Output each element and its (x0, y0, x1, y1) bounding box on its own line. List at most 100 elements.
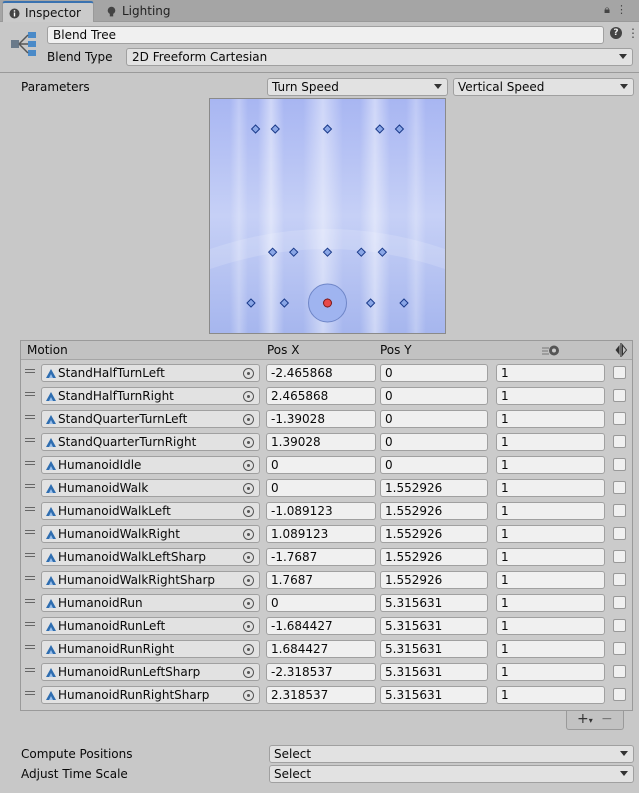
pos-y-field[interactable]: 5.315631 (380, 617, 488, 635)
tab-inspector[interactable]: Inspector (2, 1, 94, 22)
blend-point[interactable] (377, 247, 388, 257)
mirror-checkbox[interactable] (613, 412, 626, 425)
add-motion-button[interactable]: +▾ (577, 711, 593, 727)
speed-field[interactable]: 1 (496, 617, 605, 635)
blend-graph[interactable] (209, 98, 446, 334)
speed-field[interactable]: 1 (496, 525, 605, 543)
blend-point[interactable] (399, 298, 409, 308)
remove-motion-button[interactable]: − (601, 711, 613, 727)
object-picker-icon[interactable] (243, 621, 254, 632)
speed-field[interactable]: 1 (496, 410, 605, 428)
object-picker-icon[interactable] (243, 460, 254, 471)
pos-y-field[interactable]: 5.315631 (380, 686, 488, 704)
drag-handle-icon[interactable] (25, 392, 35, 396)
pos-y-field[interactable]: 1.552926 (380, 548, 488, 566)
pos-x-field[interactable]: -1.684427 (266, 617, 376, 635)
blend-point[interactable] (356, 247, 366, 257)
drag-handle-icon[interactable] (25, 461, 35, 465)
pos-y-field[interactable]: 0 (380, 410, 488, 428)
motion-object-field[interactable]: StandQuarterTurnLeft (41, 410, 260, 428)
pos-y-field[interactable]: 0 (380, 387, 488, 405)
motion-object-field[interactable]: HumanoidRunLeftSharp (41, 663, 260, 681)
object-picker-icon[interactable] (243, 667, 254, 678)
pos-x-field[interactable]: 2.465868 (266, 387, 376, 405)
pos-x-field[interactable]: -2.465868 (266, 364, 376, 382)
object-picker-icon[interactable] (243, 368, 254, 379)
pos-x-field[interactable]: 0 (266, 479, 376, 497)
motion-object-field[interactable]: StandQuarterTurnRight (41, 433, 260, 451)
drag-handle-icon[interactable] (25, 438, 35, 442)
speed-field[interactable]: 1 (496, 640, 605, 658)
pos-x-field[interactable]: -1.7687 (266, 548, 376, 566)
blend-point[interactable] (289, 247, 299, 257)
current-parameter-point[interactable] (323, 298, 332, 308)
speed-field[interactable]: 1 (496, 594, 605, 612)
motion-object-field[interactable]: HumanoidWalkRightSharp (41, 571, 260, 589)
pos-y-field[interactable]: 1.552926 (380, 502, 488, 520)
motion-object-field[interactable]: StandHalfTurnLeft (41, 364, 260, 382)
drag-handle-icon[interactable] (25, 622, 35, 626)
drag-handle-icon[interactable] (25, 645, 35, 649)
motion-object-field[interactable]: HumanoidRunRightSharp (41, 686, 260, 704)
blend-point[interactable] (246, 298, 256, 308)
object-picker-icon[interactable] (243, 391, 254, 402)
pos-x-field[interactable]: -2.318537 (266, 663, 376, 681)
mirror-checkbox[interactable] (613, 642, 626, 655)
compute-positions-dropdown[interactable]: Select (269, 745, 634, 763)
pos-y-field[interactable]: 0 (380, 433, 488, 451)
motion-object-field[interactable]: HumanoidRunRight (41, 640, 260, 658)
blend-point[interactable] (250, 124, 261, 134)
blend-tree-name-field[interactable]: Blend Tree (47, 26, 604, 44)
tab-lighting[interactable]: Lighting (100, 1, 179, 22)
mirror-checkbox[interactable] (613, 550, 626, 563)
pos-x-field[interactable]: 0 (266, 456, 376, 474)
pos-y-field[interactable]: 5.315631 (380, 663, 488, 681)
drag-handle-icon[interactable] (25, 369, 35, 373)
speed-field[interactable]: 1 (496, 548, 605, 566)
pos-x-field[interactable]: -1.089123 (266, 502, 376, 520)
speed-field[interactable]: 1 (496, 433, 605, 451)
motion-object-field[interactable]: HumanoidWalkLeftSharp (41, 548, 260, 566)
pos-x-field[interactable]: 2.318537 (266, 686, 376, 704)
mirror-checkbox[interactable] (613, 435, 626, 448)
object-picker-icon[interactable] (243, 483, 254, 494)
pos-y-field[interactable]: 0 (380, 364, 488, 382)
pos-x-field[interactable]: 1.7687 (266, 571, 376, 589)
blend-type-dropdown[interactable]: 2D Freeform Cartesian (126, 48, 633, 66)
drag-handle-icon[interactable] (25, 553, 35, 557)
mirror-checkbox[interactable] (613, 504, 626, 517)
mirror-checkbox[interactable] (613, 481, 626, 494)
adjust-time-scale-dropdown[interactable]: Select (269, 765, 634, 783)
pos-y-field[interactable]: 1.552926 (380, 571, 488, 589)
blend-point[interactable] (365, 298, 376, 308)
y-parameter-dropdown[interactable]: Vertical Speed (453, 78, 634, 96)
mirror-checkbox[interactable] (613, 619, 626, 632)
speed-field[interactable]: 1 (496, 364, 605, 382)
drag-handle-icon[interactable] (25, 599, 35, 603)
drag-handle-icon[interactable] (25, 530, 35, 534)
motion-object-field[interactable]: HumanoidWalkRight (41, 525, 260, 543)
pos-y-field[interactable]: 1.552926 (380, 525, 488, 543)
pos-x-field[interactable]: 1.684427 (266, 640, 376, 658)
drag-handle-icon[interactable] (25, 507, 35, 511)
pos-y-field[interactable]: 1.552926 (380, 479, 488, 497)
mirror-checkbox[interactable] (613, 527, 626, 540)
object-picker-icon[interactable] (243, 575, 254, 586)
motion-object-field[interactable]: StandHalfTurnRight (41, 387, 260, 405)
blend-point[interactable] (375, 124, 385, 134)
lock-icon[interactable]: 🔒︎ (604, 3, 616, 16)
speed-field[interactable]: 1 (496, 686, 605, 704)
object-picker-icon[interactable] (243, 552, 254, 563)
mirror-checkbox[interactable] (613, 596, 626, 609)
speed-field[interactable]: 1 (496, 502, 605, 520)
object-picker-icon[interactable] (243, 598, 254, 609)
mirror-checkbox[interactable] (613, 688, 626, 701)
blend-point[interactable] (394, 124, 405, 134)
speed-field[interactable]: 1 (496, 479, 605, 497)
pos-y-field[interactable]: 0 (380, 456, 488, 474)
mirror-checkbox[interactable] (613, 366, 626, 379)
motion-object-field[interactable]: HumanoidIdle (41, 456, 260, 474)
blend-point[interactable] (270, 124, 280, 134)
pos-x-field[interactable]: 1.089123 (266, 525, 376, 543)
object-picker-icon[interactable] (243, 529, 254, 540)
